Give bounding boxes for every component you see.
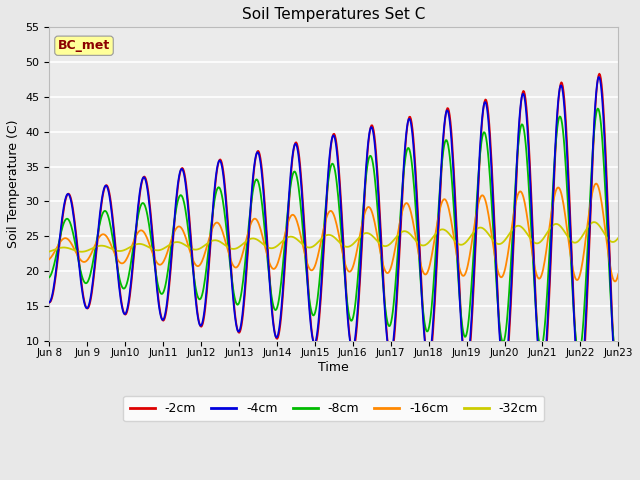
Text: BC_met: BC_met [58,39,110,52]
X-axis label: Time: Time [319,361,349,374]
Title: Soil Temperatures Set C: Soil Temperatures Set C [242,7,426,22]
Y-axis label: Soil Temperature (C): Soil Temperature (C) [7,120,20,248]
Legend: -2cm, -4cm, -8cm, -16cm, -32cm: -2cm, -4cm, -8cm, -16cm, -32cm [124,396,544,421]
